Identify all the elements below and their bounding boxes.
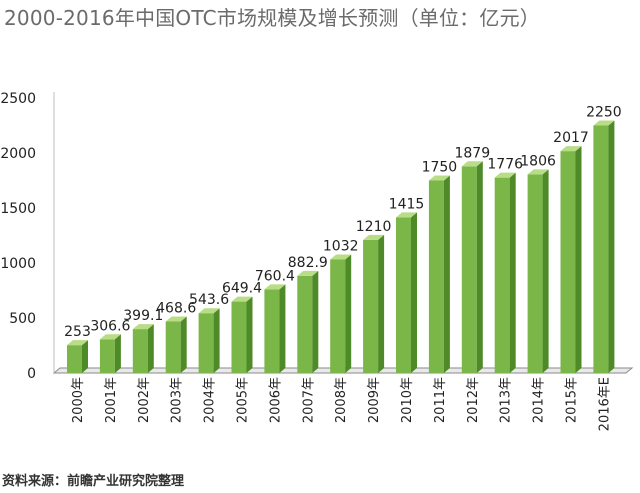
bar-top: [264, 284, 286, 290]
source-note: 资料来源：前瞻产业研究院整理: [2, 474, 185, 489]
bar-side: [509, 172, 516, 373]
x-tick-label: 2004年: [203, 377, 218, 423]
bar: [428, 180, 444, 373]
bar: [198, 313, 214, 373]
x-tick-label: 2011年: [433, 377, 448, 423]
bar-top: [99, 334, 121, 340]
data-label: 1879: [454, 145, 490, 161]
bar: [330, 259, 346, 373]
bar: [593, 125, 609, 373]
data-label: 543.6: [189, 292, 229, 308]
bar-top: [132, 324, 154, 330]
bar: [363, 239, 379, 373]
data-label: 1415: [389, 196, 425, 212]
bar: [264, 289, 280, 373]
y-tick-label: 2000: [0, 146, 36, 162]
bar-side: [213, 308, 220, 373]
bar-side: [147, 324, 154, 373]
x-tick-label: 2005年: [236, 377, 251, 423]
bar: [165, 321, 181, 373]
bar-top: [560, 146, 582, 152]
x-tick-label: 2000年: [71, 377, 86, 423]
data-label: 2017: [553, 130, 589, 146]
x-tick-label: 2003年: [170, 377, 185, 423]
x-tick-label: 2013年: [499, 377, 514, 423]
y-tick-label: 1000: [0, 256, 36, 272]
data-label: 399.1: [123, 308, 163, 324]
data-label: 306.6: [90, 318, 130, 334]
bar-top: [428, 175, 450, 181]
bar: [560, 151, 576, 373]
data-label: 1750: [422, 160, 458, 176]
bar: [67, 345, 82, 373]
bar: [99, 339, 115, 373]
chart-title: 2000-2016年中国OTC市场规模及增长预测（单位：亿元）: [4, 6, 540, 30]
data-label: 1776: [487, 157, 523, 173]
bar-top: [231, 296, 253, 302]
bar: [461, 166, 477, 373]
bar-side: [345, 254, 352, 373]
y-tick-label: 0: [27, 366, 36, 382]
bar-side: [279, 284, 286, 373]
bar-side: [411, 212, 417, 373]
data-label: 882.9: [288, 255, 328, 271]
bar-top: [330, 254, 352, 260]
bar-side: [575, 146, 582, 373]
y-tick-label: 500: [9, 311, 36, 327]
bar-side: [114, 334, 121, 373]
y-tick-label: 2500: [0, 91, 36, 107]
x-tick-label: 2014年: [532, 377, 547, 423]
x-tick-label: 2006年: [268, 377, 283, 423]
bar-top: [198, 308, 220, 314]
data-label: 468.6: [156, 300, 196, 316]
bar-top: [363, 234, 385, 240]
bar-top: [593, 120, 615, 126]
x-tick-label: 2007年: [301, 377, 316, 423]
data-label: 253: [64, 324, 91, 340]
bar: [396, 217, 411, 373]
x-tick-label: 2002年: [137, 377, 152, 423]
bar: [527, 174, 543, 373]
data-label: 2250: [586, 105, 622, 121]
x-tick-label: 2016年E: [597, 377, 612, 431]
data-label: 760.4: [255, 268, 295, 284]
bar: [494, 177, 510, 373]
bar-top: [461, 161, 483, 167]
bar-top: [527, 169, 549, 175]
bar-side: [312, 270, 319, 373]
y-tick-label: 1500: [0, 201, 36, 217]
data-label: 1806: [520, 153, 556, 169]
bar: [132, 329, 148, 373]
bar-top: [494, 172, 516, 178]
bar-side: [180, 316, 187, 373]
bar-side: [608, 120, 615, 373]
bar: [231, 301, 247, 373]
bar-side: [443, 175, 450, 373]
x-tick-label: 2010年: [400, 377, 415, 423]
bar-top: [67, 340, 88, 346]
x-tick-label: 2008年: [334, 377, 349, 423]
data-label: 649.4: [222, 281, 262, 297]
data-label: 1032: [323, 238, 359, 254]
bar-top: [297, 270, 319, 276]
x-tick-label: 2012年: [466, 377, 481, 423]
bar-side: [542, 169, 549, 373]
bar-side: [476, 161, 483, 373]
bar-side: [82, 340, 88, 373]
bar-side: [246, 296, 253, 373]
bar-top: [165, 316, 187, 322]
data-label: 1210: [356, 219, 392, 235]
x-tick-label: 2015年: [565, 377, 580, 423]
x-tick-label: 2001年: [104, 377, 119, 423]
x-tick-label: 2009年: [367, 377, 382, 423]
bar-side: [378, 234, 385, 373]
bar: [297, 275, 313, 373]
bar-top: [396, 212, 417, 218]
